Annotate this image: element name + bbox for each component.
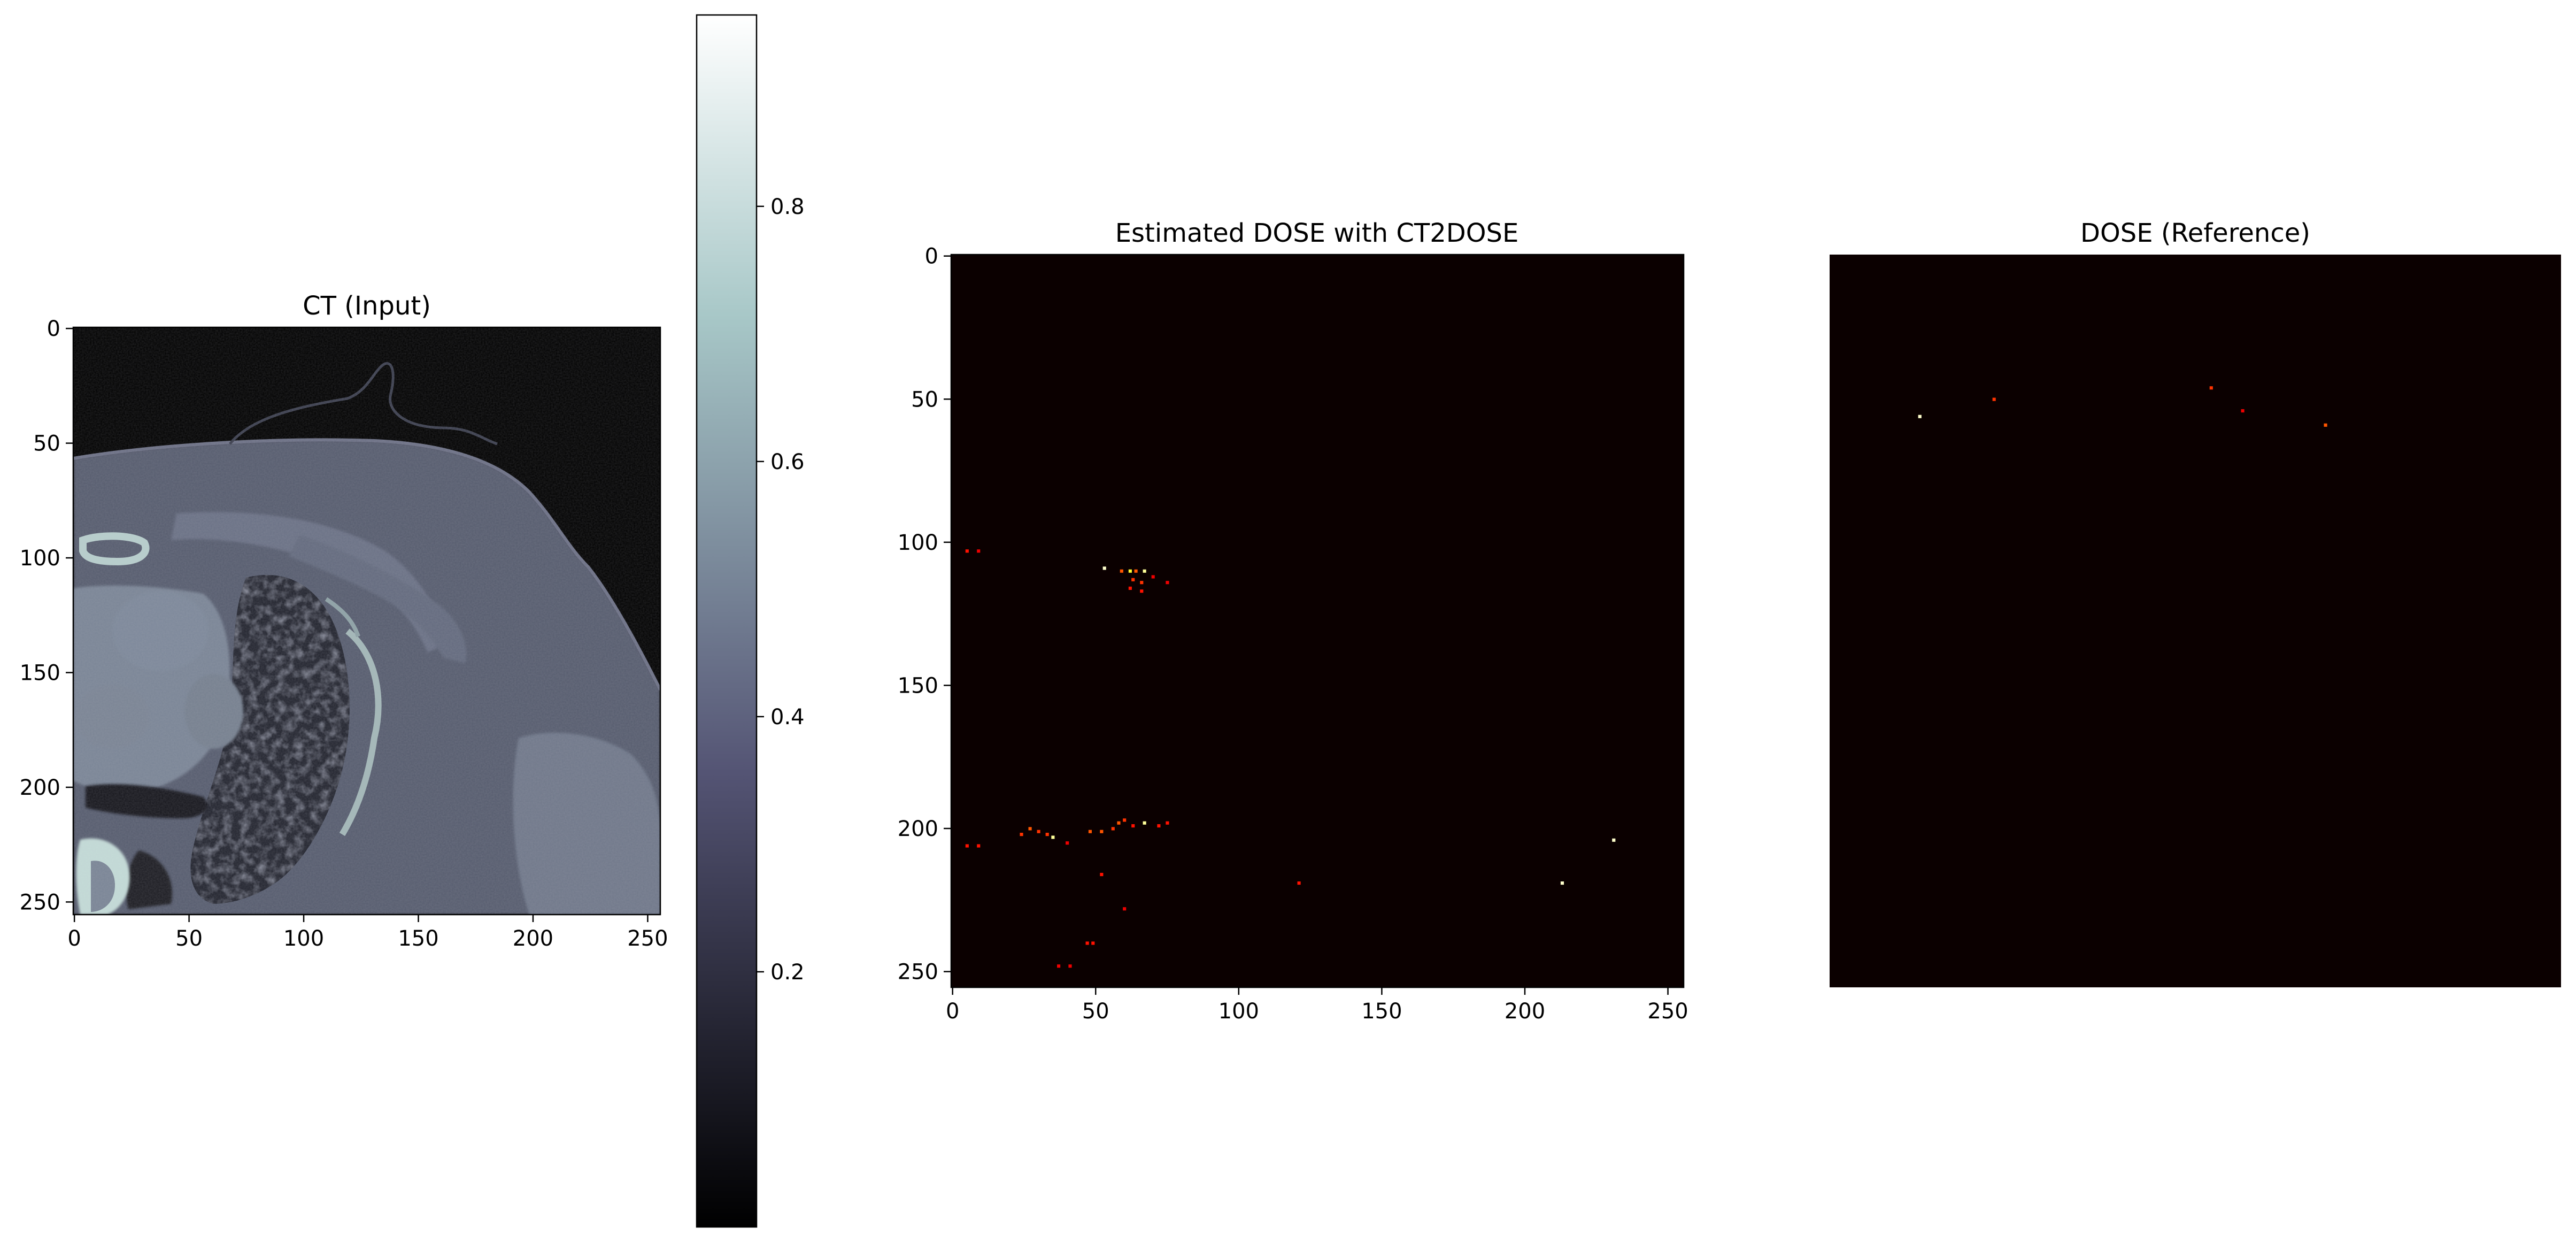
estimated-dose-hot-pixel — [1612, 838, 1616, 842]
reference-dose-hot-pixel — [1992, 397, 1996, 401]
estimated-dose-hot-pixel — [1045, 833, 1049, 837]
estimated-dose-xtick-label: 100 — [1218, 999, 1259, 1024]
estimated-dose-hot-pixel — [1120, 569, 1123, 573]
estimated-dose-hot-pixel — [1057, 964, 1061, 968]
estimated-dose-hot-pixel — [1117, 821, 1121, 825]
estimated-dose-hot-pixel — [1151, 575, 1155, 579]
estimated-dose-hot-pixel — [977, 844, 981, 848]
ct-image — [73, 327, 660, 915]
estimated-dose-ytick-label: 150 — [898, 673, 938, 698]
estimated-dose-hot-pixel — [1091, 941, 1095, 945]
estimated-dose-xtick-label: 250 — [1647, 999, 1688, 1024]
estimated-dose-hot-pixel — [1128, 569, 1132, 573]
colorbar: 0.2 0.4 0.6 0.8 — [696, 14, 805, 1228]
estimated-dose-hot-pixel — [1131, 578, 1135, 581]
estimated-dose-hot-pixel — [1100, 872, 1104, 877]
estimated-dose-xtick-label: 150 — [1361, 999, 1402, 1024]
estimated-dose-ytick-label: 50 — [911, 387, 938, 412]
ct-ytick-label: 150 — [20, 661, 60, 686]
estimated-dose-hot-pixel — [1560, 881, 1564, 885]
estimated-dose-hot-pixel — [1028, 827, 1032, 831]
estimated-dose-hot-pixel — [1020, 833, 1023, 837]
estimated-dose-hot-pixel — [1111, 827, 1115, 831]
estimated-dose-hot-pixel — [977, 549, 981, 553]
estimated-dose-title: Estimated DOSE with CT2DOSE — [1115, 218, 1519, 248]
estimated-dose-hot-pixel — [1143, 821, 1146, 825]
reference-dose-hot-pixel — [2241, 409, 2245, 413]
estimated-dose-ticks: 0 50 100 150 200 250 0 50 100 150 200 250 — [898, 244, 1688, 1024]
ct-panel: CT (Input) — [20, 291, 668, 951]
estimated-dose-xtick-label: 50 — [1082, 999, 1109, 1024]
estimated-dose-hot-pixel — [1157, 824, 1161, 828]
estimated-dose-ytick-label: 200 — [898, 817, 938, 841]
colorbar-tick-label: 0.6 — [770, 450, 805, 474]
colorbar-ticks: 0.2 0.4 0.6 0.8 — [757, 195, 805, 985]
estimated-dose-ytick-label: 250 — [898, 960, 938, 985]
estimated-dose-hot-pixel — [1066, 841, 1069, 845]
estimated-dose-hot-pixel — [1166, 821, 1169, 825]
estimated-dose-hot-pixel — [1100, 830, 1104, 833]
estimated-dose-hot-pixel — [1143, 569, 1146, 573]
estimated-dose-hot-pixel — [965, 844, 969, 848]
estimated-dose-xtick-label: 200 — [1505, 999, 1545, 1024]
estimated-dose-hot-pixel — [1128, 586, 1132, 590]
estimated-dose-hot-pixel — [1131, 824, 1135, 828]
colorbar-tick-label: 0.2 — [770, 960, 805, 985]
estimated-dose-hot-pixel — [965, 549, 969, 553]
reference-dose-hot-pixel — [2209, 386, 2213, 390]
estimated-dose-hot-pixel — [1037, 830, 1040, 833]
reference-dose-hot-pixels — [1918, 386, 2327, 427]
ct-ytick-label: 0 — [47, 317, 60, 341]
estimated-dose-hot-pixels — [965, 549, 1616, 968]
estimated-dose-hot-pixel — [1085, 941, 1089, 945]
estimated-dose-ytick-label: 100 — [898, 531, 938, 555]
estimated-dose-hot-pixel — [1102, 566, 1106, 570]
estimated-dose-image — [951, 255, 1684, 987]
ct-xtick-label: 200 — [513, 926, 553, 951]
estimated-dose-hot-pixel — [1140, 581, 1144, 585]
estimated-dose-hot-pixel — [1140, 589, 1144, 593]
colorbar-frame — [696, 14, 758, 1228]
ct-xtick-label: 150 — [398, 926, 438, 951]
estimated-dose-hot-pixel — [1134, 569, 1138, 573]
ct-xtick-label: 100 — [283, 926, 324, 951]
ct-xtick-label: 0 — [67, 926, 81, 951]
ct-axes-frame — [72, 326, 661, 916]
estimated-dose-axes-frame — [950, 254, 1685, 988]
reference-dose-panel: DOSE (Reference) — [1830, 218, 2561, 987]
ct-ytick-label: 100 — [20, 546, 60, 571]
ct-panel-title: CT (Input) — [303, 291, 431, 321]
estimated-dose-hot-pixel — [1088, 830, 1092, 833]
ct-ticks: 0 50 100 150 200 250 0 50 100 150 200 250 — [20, 317, 668, 951]
colorbar-gradient — [697, 15, 757, 1227]
ct-xtick-label: 50 — [175, 926, 203, 951]
estimated-dose-panel: Estimated DOSE with CT2DOSE 0 50 100 150 200… — [898, 218, 1688, 1024]
reference-dose-image — [1830, 255, 2561, 987]
estimated-dose-hot-pixel — [1166, 581, 1169, 585]
estimated-dose-ytick-label: 0 — [925, 244, 938, 269]
reference-dose-hot-pixel — [2324, 423, 2327, 427]
reference-dose-hot-pixel — [1918, 415, 1922, 418]
estimated-dose-hot-pixel — [1297, 881, 1301, 885]
ct-xtick-label: 250 — [627, 926, 668, 951]
estimated-dose-hot-pixel — [1123, 907, 1127, 911]
estimated-dose-xtick-label: 0 — [946, 999, 959, 1024]
ct-noise — [73, 327, 660, 915]
ct-ytick-label: 50 — [33, 432, 60, 456]
estimated-dose-hot-pixel — [1068, 964, 1072, 968]
reference-dose-title: DOSE (Reference) — [2080, 218, 2310, 248]
colorbar-tick-label: 0.4 — [770, 705, 805, 730]
ct-ytick-label: 200 — [20, 776, 60, 800]
estimated-dose-hot-pixel — [1051, 835, 1055, 839]
ct-ytick-label: 250 — [20, 890, 60, 915]
colorbar-tick-label: 0.8 — [770, 195, 805, 219]
estimated-dose-hot-pixel — [1123, 818, 1127, 822]
